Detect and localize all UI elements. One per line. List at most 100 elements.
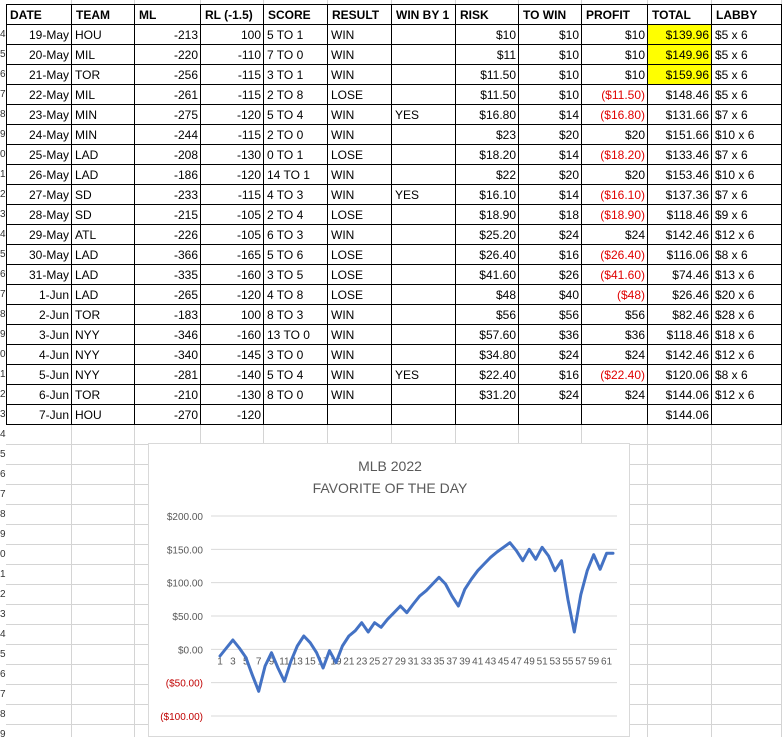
cell-ml[interactable]: -335 [173,268,198,282]
cell-risk[interactable]: $10 [495,28,516,42]
column-header-profit[interactable]: PROFIT [586,8,630,22]
cell-score[interactable]: 0 TO 1 [267,148,304,162]
cell-rl[interactable]: -115 [237,128,261,142]
cell-labby[interactable]: $28 x 6 [715,308,755,322]
cell-winby1[interactable] [392,165,456,185]
cell-towin[interactable]: $10 [558,48,579,62]
cell-team[interactable]: MIN [75,108,97,122]
cell-score[interactable]: 3 TO 5 [267,268,304,282]
cell-date[interactable]: 20-May [28,48,69,62]
cell-ml[interactable]: -244 [173,128,198,142]
cell-result[interactable]: WIN [331,48,355,62]
cell-winby1[interactable] [392,325,456,345]
column-header-total[interactable]: TOTAL [652,8,691,22]
cell-towin[interactable]: $14 [558,188,579,202]
cell-ml[interactable]: -346 [173,328,198,342]
cell-date[interactable]: 7-Jun [38,408,69,422]
cell-result[interactable]: LOSE [331,268,364,282]
cell-labby[interactable]: $5 x 6 [715,88,748,102]
cell-rl[interactable]: -165 [236,248,261,262]
cell-result[interactable]: LOSE [331,288,364,302]
cell-risk[interactable]: $31.20 [479,388,516,402]
row-number[interactable]: 6 [0,269,6,280]
cell-profit[interactable]: $10 [624,28,645,42]
cell-team[interactable]: TOR [75,68,101,82]
cell-score[interactable]: 5 TO 4 [267,368,304,382]
cell-date[interactable]: 22-May [28,88,69,102]
cell-rl[interactable]: 100 [240,28,261,42]
cell-towin[interactable] [519,405,582,425]
cell-towin[interactable]: $24 [558,348,579,362]
cell-ml[interactable]: -226 [173,228,198,242]
cell-date[interactable]: 31-May [28,268,69,282]
row-number[interactable]: 7 [0,489,6,500]
cell-risk[interactable]: $57.60 [479,328,516,342]
cell-winby1[interactable]: YES [395,108,420,122]
row-number[interactable]: 0 [0,349,6,360]
series-line[interactable] [218,541,615,693]
cell-towin[interactable]: $24 [558,228,579,242]
cell-team[interactable]: LAD [75,148,99,162]
cell-ml[interactable]: -340 [173,348,198,362]
cell-risk[interactable]: $11 [496,48,516,62]
cell-score[interactable]: 8 TO 0 [267,388,304,402]
cell-score[interactable]: 4 TO 8 [267,288,304,302]
cell-risk[interactable]: $25.20 [479,228,516,242]
cell-rl[interactable]: -115 [237,188,261,202]
row-number[interactable]: 4 [0,429,6,440]
cell-labby[interactable]: $7 x 6 [715,108,748,122]
cell-ml[interactable]: -208 [173,148,198,162]
row-number[interactable]: 5 [0,449,6,460]
cell-result[interactable]: LOSE [331,208,364,222]
row-number[interactable]: 7 [0,289,6,300]
cell-profit[interactable]: ($18.90) [600,208,645,222]
cell-date[interactable]: 25-May [28,148,69,162]
cell-result[interactable]: LOSE [331,248,364,262]
cell-winby1[interactable] [392,85,456,105]
column-header-winby1[interactable]: WIN BY 1 [396,8,450,22]
cell-profit[interactable]: $20 [624,168,645,182]
cell-total[interactable]: $153.46 [665,168,709,182]
cell-team[interactable]: LAD [75,168,99,182]
cell-team[interactable]: TOR [75,388,101,402]
cell-risk[interactable]: $23 [495,128,516,142]
cell-winby1[interactable] [392,385,456,405]
cell-score[interactable]: 13 TO 0 [267,328,310,342]
cell-rl[interactable]: -115 [237,68,261,82]
cell-winby1[interactable] [392,305,456,325]
cell-profit[interactable]: $24 [624,348,645,362]
cell-rl[interactable]: -120 [236,108,261,122]
cell-total[interactable]: $137.36 [665,188,709,202]
row-number[interactable]: 8 [0,109,6,120]
row-number[interactable]: 8 [0,509,6,520]
cell-towin[interactable]: $14 [558,148,579,162]
cell-result[interactable]: WIN [331,28,355,42]
cell-team[interactable]: LAD [75,248,99,262]
cell-total[interactable]: $159.96 [648,65,712,85]
cell-labby[interactable]: $8 x 6 [715,368,748,382]
cell-towin[interactable]: $16 [558,248,579,262]
cell-labby[interactable]: $9 x 6 [715,208,748,222]
cell-labby[interactable]: $5 x 6 [715,28,748,42]
cell-labby[interactable]: $7 x 6 [715,148,748,162]
row-number[interactable]: 4 [0,629,6,640]
row-number[interactable]: 0 [0,549,6,560]
cell-total[interactable]: $118.46 [666,328,710,342]
cell-rl[interactable]: -130 [236,148,261,162]
cell-towin[interactable]: $16 [558,368,579,382]
cell-total[interactable]: $139.96 [648,25,712,45]
cell-date[interactable]: 19-May [28,28,69,42]
cell-risk[interactable]: $16.10 [479,188,516,202]
column-header-towin[interactable]: TO WIN [523,8,567,22]
cell-profit[interactable]: $56 [624,308,645,322]
cell-date[interactable]: 24-May [28,128,69,142]
cell-score[interactable]: 2 TO 8 [267,88,304,102]
cell-towin[interactable]: $10 [558,28,579,42]
cell-total[interactable]: $144.06 [665,388,709,402]
cell-date[interactable]: 1-Jun [38,288,69,302]
cell-total[interactable]: $144.06 [665,408,709,422]
cell-winby1[interactable] [392,125,456,145]
row-number[interactable]: 4 [0,29,6,40]
cell-profit[interactable]: $10 [624,68,645,82]
cell-risk[interactable]: $16.80 [479,108,516,122]
